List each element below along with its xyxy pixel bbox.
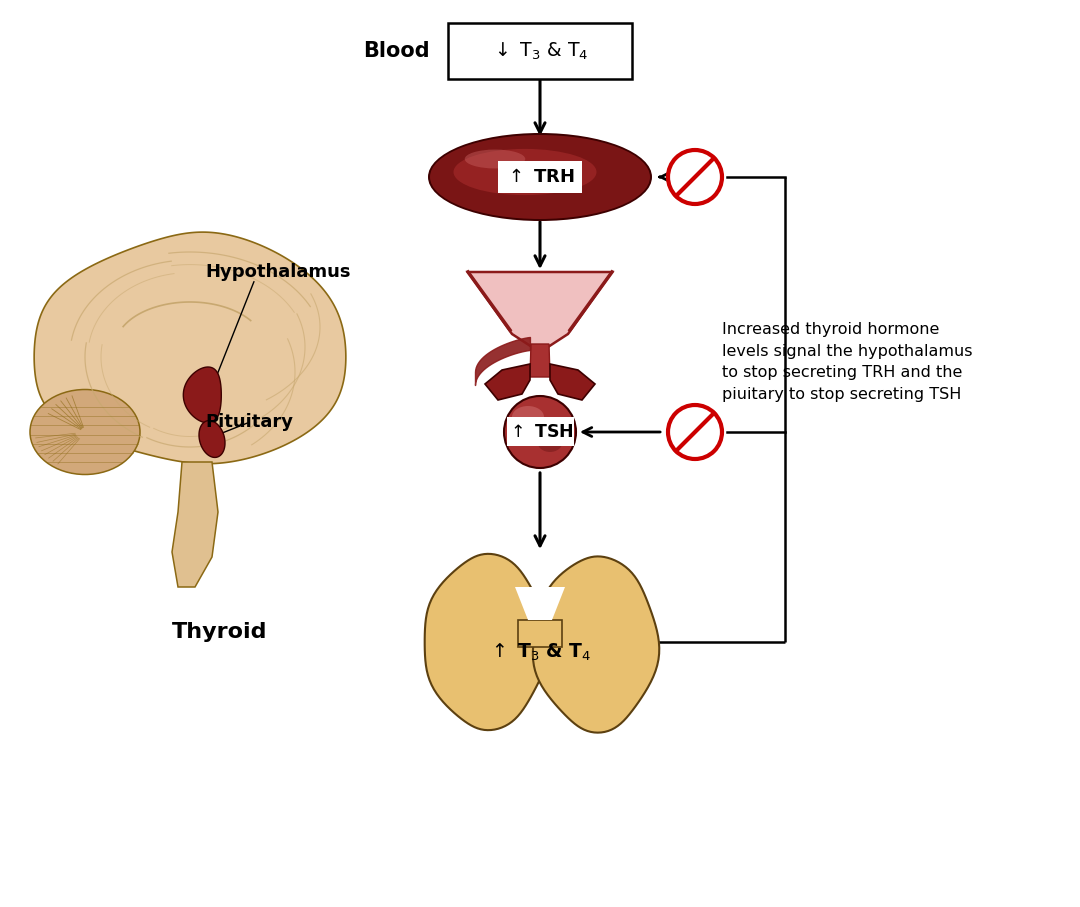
Polygon shape xyxy=(204,421,216,423)
FancyBboxPatch shape xyxy=(448,23,632,79)
Text: $\uparrow$ TRH: $\uparrow$ TRH xyxy=(505,168,575,186)
Polygon shape xyxy=(550,364,595,400)
Polygon shape xyxy=(518,620,562,647)
Text: $\downarrow$ T$_3$ & T$_4$: $\downarrow$ T$_3$ & T$_4$ xyxy=(491,40,589,62)
Polygon shape xyxy=(424,554,550,730)
Polygon shape xyxy=(485,364,530,400)
Ellipse shape xyxy=(538,432,563,452)
Polygon shape xyxy=(35,232,346,463)
Circle shape xyxy=(669,150,723,204)
FancyBboxPatch shape xyxy=(507,417,573,446)
Text: $\uparrow$ T$_3$ & T$_4$: $\uparrow$ T$_3$ & T$_4$ xyxy=(488,641,592,663)
Text: Increased thyroid hormone
levels signal the hypothalamus
to stop secreting TRH a: Increased thyroid hormone levels signal … xyxy=(723,322,972,402)
Ellipse shape xyxy=(454,149,596,195)
Circle shape xyxy=(669,405,723,459)
Polygon shape xyxy=(172,462,218,587)
Ellipse shape xyxy=(464,150,525,169)
Polygon shape xyxy=(199,421,225,457)
Ellipse shape xyxy=(428,133,652,221)
Ellipse shape xyxy=(512,406,544,428)
Text: $\uparrow$ TSH: $\uparrow$ TSH xyxy=(507,423,573,441)
Ellipse shape xyxy=(30,389,140,474)
Text: Blood: Blood xyxy=(363,41,430,61)
Text: Thyroid: Thyroid xyxy=(172,622,268,642)
Polygon shape xyxy=(530,344,550,377)
Ellipse shape xyxy=(430,135,650,219)
Polygon shape xyxy=(468,272,612,347)
Polygon shape xyxy=(515,587,565,620)
Text: Hypothalamus: Hypothalamus xyxy=(205,263,351,281)
Ellipse shape xyxy=(504,396,576,468)
FancyBboxPatch shape xyxy=(498,161,582,193)
Text: Pituitary: Pituitary xyxy=(205,413,293,431)
Polygon shape xyxy=(532,556,659,733)
Polygon shape xyxy=(184,367,221,423)
